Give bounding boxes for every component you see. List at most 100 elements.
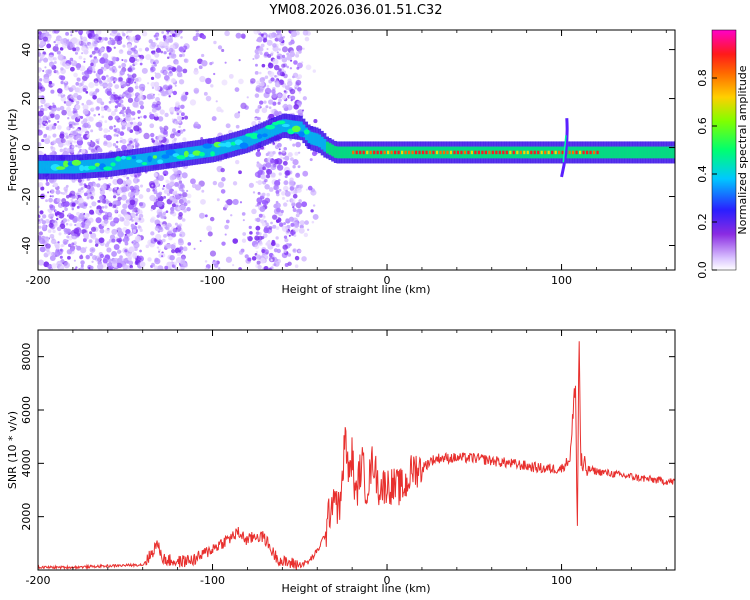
spectrogram-noise-blob xyxy=(156,214,160,218)
spectrogram-noise-blob xyxy=(156,192,162,198)
spectrogram-band-core xyxy=(401,146,405,159)
spectrogram-band-core xyxy=(422,146,426,159)
spectrogram-noise-blob xyxy=(107,129,111,132)
spectrogram-noise-blob xyxy=(239,201,243,204)
spectrogram-noise-blob xyxy=(304,36,310,42)
spectrogram-noise-blob xyxy=(179,53,183,58)
spectrogram-noise-blob xyxy=(296,76,300,80)
spectrogram-noise-blob xyxy=(138,217,142,221)
spectrogram-noise-blob xyxy=(305,64,312,71)
spectrogram-noise-blob xyxy=(303,232,309,238)
spectrogram-noise-blob xyxy=(66,249,72,255)
spectrogram-noise-blob xyxy=(76,77,81,82)
spectrogram-noise-blob xyxy=(254,117,258,121)
spectrogram-noise-blob xyxy=(82,104,89,111)
spectrogram-hotspot xyxy=(121,155,126,160)
spectrogram-band-core xyxy=(43,160,47,174)
spectrogram-noise-blob xyxy=(90,232,97,239)
spectrogram-noise-blob xyxy=(67,255,71,260)
spectrogram-noise-blob xyxy=(292,193,298,199)
spectrogram-peak xyxy=(446,150,449,155)
spectrogram-noise-blob xyxy=(75,135,82,142)
spectrogram-noise-blob xyxy=(260,146,264,150)
spectrogram-noise-blob xyxy=(274,110,279,116)
spectrogram-noise-blob xyxy=(90,148,95,153)
spectrogram-noise-blob xyxy=(153,172,158,177)
spectrogram-noise-blob xyxy=(99,228,105,234)
spectrogram-ytick-label: -40 xyxy=(20,237,33,255)
spectrogram-noise-blob xyxy=(89,265,94,270)
spectrogram-noise-blob xyxy=(90,101,94,105)
spectrogram-noise-blob xyxy=(215,100,218,103)
spectrogram-noise-blob xyxy=(43,107,48,112)
spectrogram-hotspot xyxy=(202,143,213,149)
spectrogram-noise-blob xyxy=(118,77,123,82)
spectrogram-noise-blob xyxy=(40,186,45,191)
spectrogram-peak xyxy=(407,150,411,155)
spectrogram-noise-blob xyxy=(107,77,113,83)
spectrogram-noise-blob xyxy=(149,218,155,223)
spectrogram-noise-blob xyxy=(96,106,100,110)
spectrogram-noise-blob xyxy=(106,211,113,218)
spectrogram-noise-blob xyxy=(204,260,208,263)
spectrogram-noise-blob xyxy=(161,31,165,34)
spectrogram-noise-blob xyxy=(45,218,50,224)
spectrogram-ytick-label: 40 xyxy=(20,43,33,57)
spectrogram-noise-blob xyxy=(99,81,104,87)
spectrogram-noise-blob xyxy=(149,43,156,50)
spectrogram-noise-blob xyxy=(73,241,78,245)
snr-frame xyxy=(37,329,676,571)
spectrogram-noise-blob xyxy=(154,59,159,65)
spectrogram-noise-blob xyxy=(111,238,116,243)
spectrogram-noise-blob xyxy=(217,267,221,270)
spectrogram-noise-blob xyxy=(259,100,264,105)
spectrogram-noise-blob xyxy=(104,243,110,248)
spectrogram-noise-blob xyxy=(266,85,270,88)
spectrogram-noise-blob xyxy=(116,245,119,248)
spectrogram-noise-blob xyxy=(241,238,247,243)
spectrogram-noise-blob xyxy=(48,222,54,228)
spectrogram-noise-blob xyxy=(81,178,85,182)
spectrogram-noise-blob xyxy=(274,81,281,88)
spectrogram-noise-blob xyxy=(62,210,65,213)
spectrogram-noise-blob xyxy=(139,122,142,125)
spectrogram-band-core xyxy=(590,146,594,159)
spectrogram-band-core xyxy=(339,146,343,159)
spectrogram-noise-blob xyxy=(71,85,76,91)
spectrogram-noise-blob xyxy=(117,130,121,134)
spectrogram-peak xyxy=(376,150,379,155)
spectrogram-noise-blob xyxy=(161,187,165,191)
spectrogram-noise-blob xyxy=(53,57,57,61)
spectrogram-peak xyxy=(512,150,515,155)
spectrogram-noise-blob xyxy=(60,94,64,99)
spectrogram-noise-blob xyxy=(82,238,87,243)
spectrogram-noise-blob xyxy=(220,167,225,173)
spectrogram-noise-blob xyxy=(59,133,65,139)
spectrogram-noise-blob xyxy=(123,209,127,213)
colorbar-tick-label: 0.2 xyxy=(696,213,709,231)
spectrogram-noise-blob xyxy=(309,158,313,162)
spectrogram-noise-blob xyxy=(49,233,55,239)
spectrogram-noise-blob xyxy=(65,106,72,112)
spectrogram-noise-blob xyxy=(261,192,266,197)
spectrogram-noise-blob xyxy=(125,115,132,122)
spectrogram-noise-blob xyxy=(238,267,242,270)
spectrogram-noise-blob xyxy=(113,217,120,224)
spectrogram-noise-blob xyxy=(257,169,263,176)
spectrogram-band-core xyxy=(632,146,636,159)
spectrogram-noise-blob xyxy=(199,240,202,243)
spectrogram-noise-blob xyxy=(254,108,260,114)
spectrogram-noise-blob xyxy=(282,160,288,166)
colorbar-tick-label: 0.0 xyxy=(696,261,709,279)
spectrogram-noise-blob xyxy=(288,234,291,237)
spectrogram-noise-blob xyxy=(299,224,304,229)
spectrogram-noise-blob xyxy=(133,216,140,223)
spectrogram-noise-blob xyxy=(221,79,228,86)
spectrogram-noise-blob xyxy=(217,45,223,50)
spectrogram-noise-blob xyxy=(87,33,93,38)
spectrogram-noise-blob xyxy=(153,190,158,195)
spectrogram-noise-blob xyxy=(138,54,141,58)
spectrogram-noise-blob xyxy=(262,37,268,43)
snr-xtick-label: 100 xyxy=(551,574,572,587)
spectrogram-noise-blob xyxy=(93,113,96,117)
